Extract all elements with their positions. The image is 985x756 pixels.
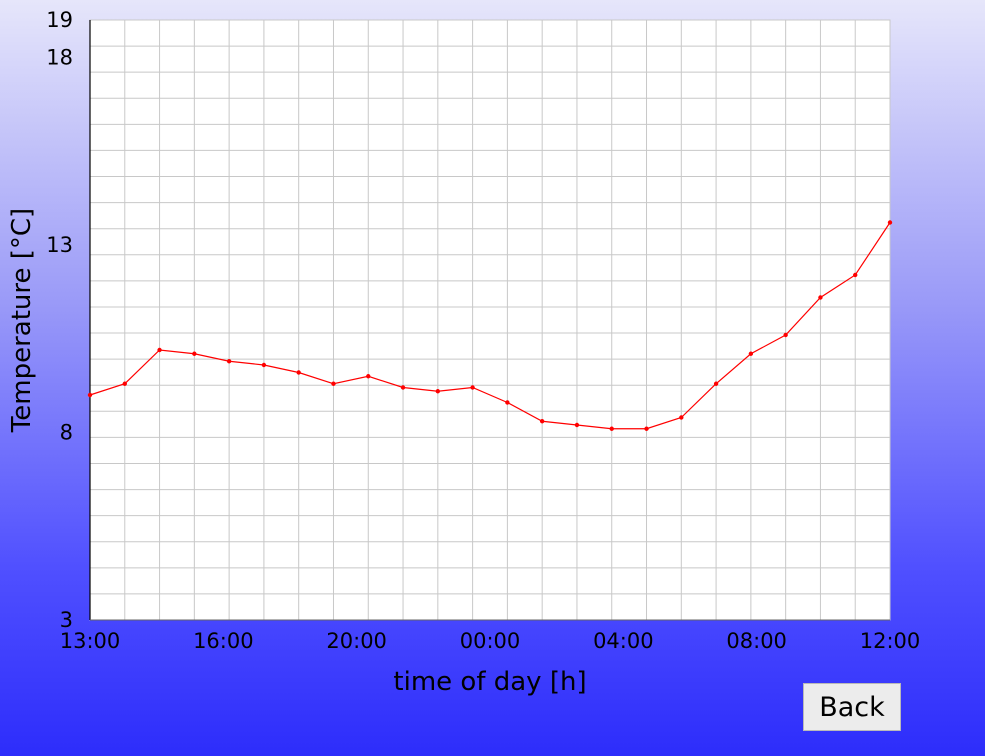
- plot-area: [90, 20, 890, 620]
- x-tick-label: 08:00: [726, 629, 787, 653]
- data-point: [609, 426, 614, 431]
- data-point: [435, 389, 441, 394]
- x-tick-label: 13:00: [60, 629, 121, 653]
- data-point: [331, 381, 336, 386]
- y-axis-tick-labels: 3 8 13 18 19: [46, 8, 73, 632]
- data-point: [853, 272, 858, 278]
- x-tick-label: 16:00: [193, 629, 254, 653]
- x-tick-label: 20:00: [326, 629, 387, 653]
- grid-lines: [89, 19, 891, 621]
- y-tick-label: 19: [46, 8, 73, 32]
- data-point: [366, 374, 371, 379]
- data-point: [296, 370, 301, 375]
- x-tick-label: 00:00: [460, 629, 521, 653]
- data-point: [644, 426, 649, 431]
- data-point: [783, 332, 788, 338]
- x-tick-label: 04:00: [593, 629, 654, 653]
- x-tick-label: 12:00: [860, 629, 921, 653]
- data-point: [226, 359, 232, 364]
- data-point: [818, 295, 823, 300]
- data-point: [157, 347, 162, 353]
- data-point: [574, 422, 580, 428]
- y-axis-title: Temperature [°C]: [7, 208, 37, 433]
- back-button[interactable]: Back: [803, 683, 901, 731]
- data-point: [748, 351, 754, 356]
- data-point: [505, 400, 510, 405]
- data-point: [713, 381, 719, 386]
- x-axis-title: time of day [h]: [393, 667, 586, 697]
- data-point: [87, 392, 93, 398]
- y-tick-label: 13: [46, 233, 73, 257]
- data-point: [470, 385, 475, 390]
- temperature-series-line: [89, 222, 891, 430]
- plot-background: [90, 20, 890, 620]
- data-point: [679, 415, 684, 420]
- series-group: [87, 220, 893, 431]
- data-point: [887, 220, 893, 225]
- y-tick-label: 8: [60, 421, 73, 445]
- y-tick-label: 18: [46, 46, 73, 70]
- data-point: [122, 381, 127, 386]
- data-point: [192, 351, 197, 356]
- data-point: [400, 385, 406, 390]
- data-point: [261, 362, 267, 368]
- y-tick-label: 3: [60, 608, 73, 632]
- data-point: [539, 419, 545, 424]
- x-axis-tick-labels: 13:00 16:00 20:00 00:00 04:00 08:00 12:00: [60, 629, 921, 653]
